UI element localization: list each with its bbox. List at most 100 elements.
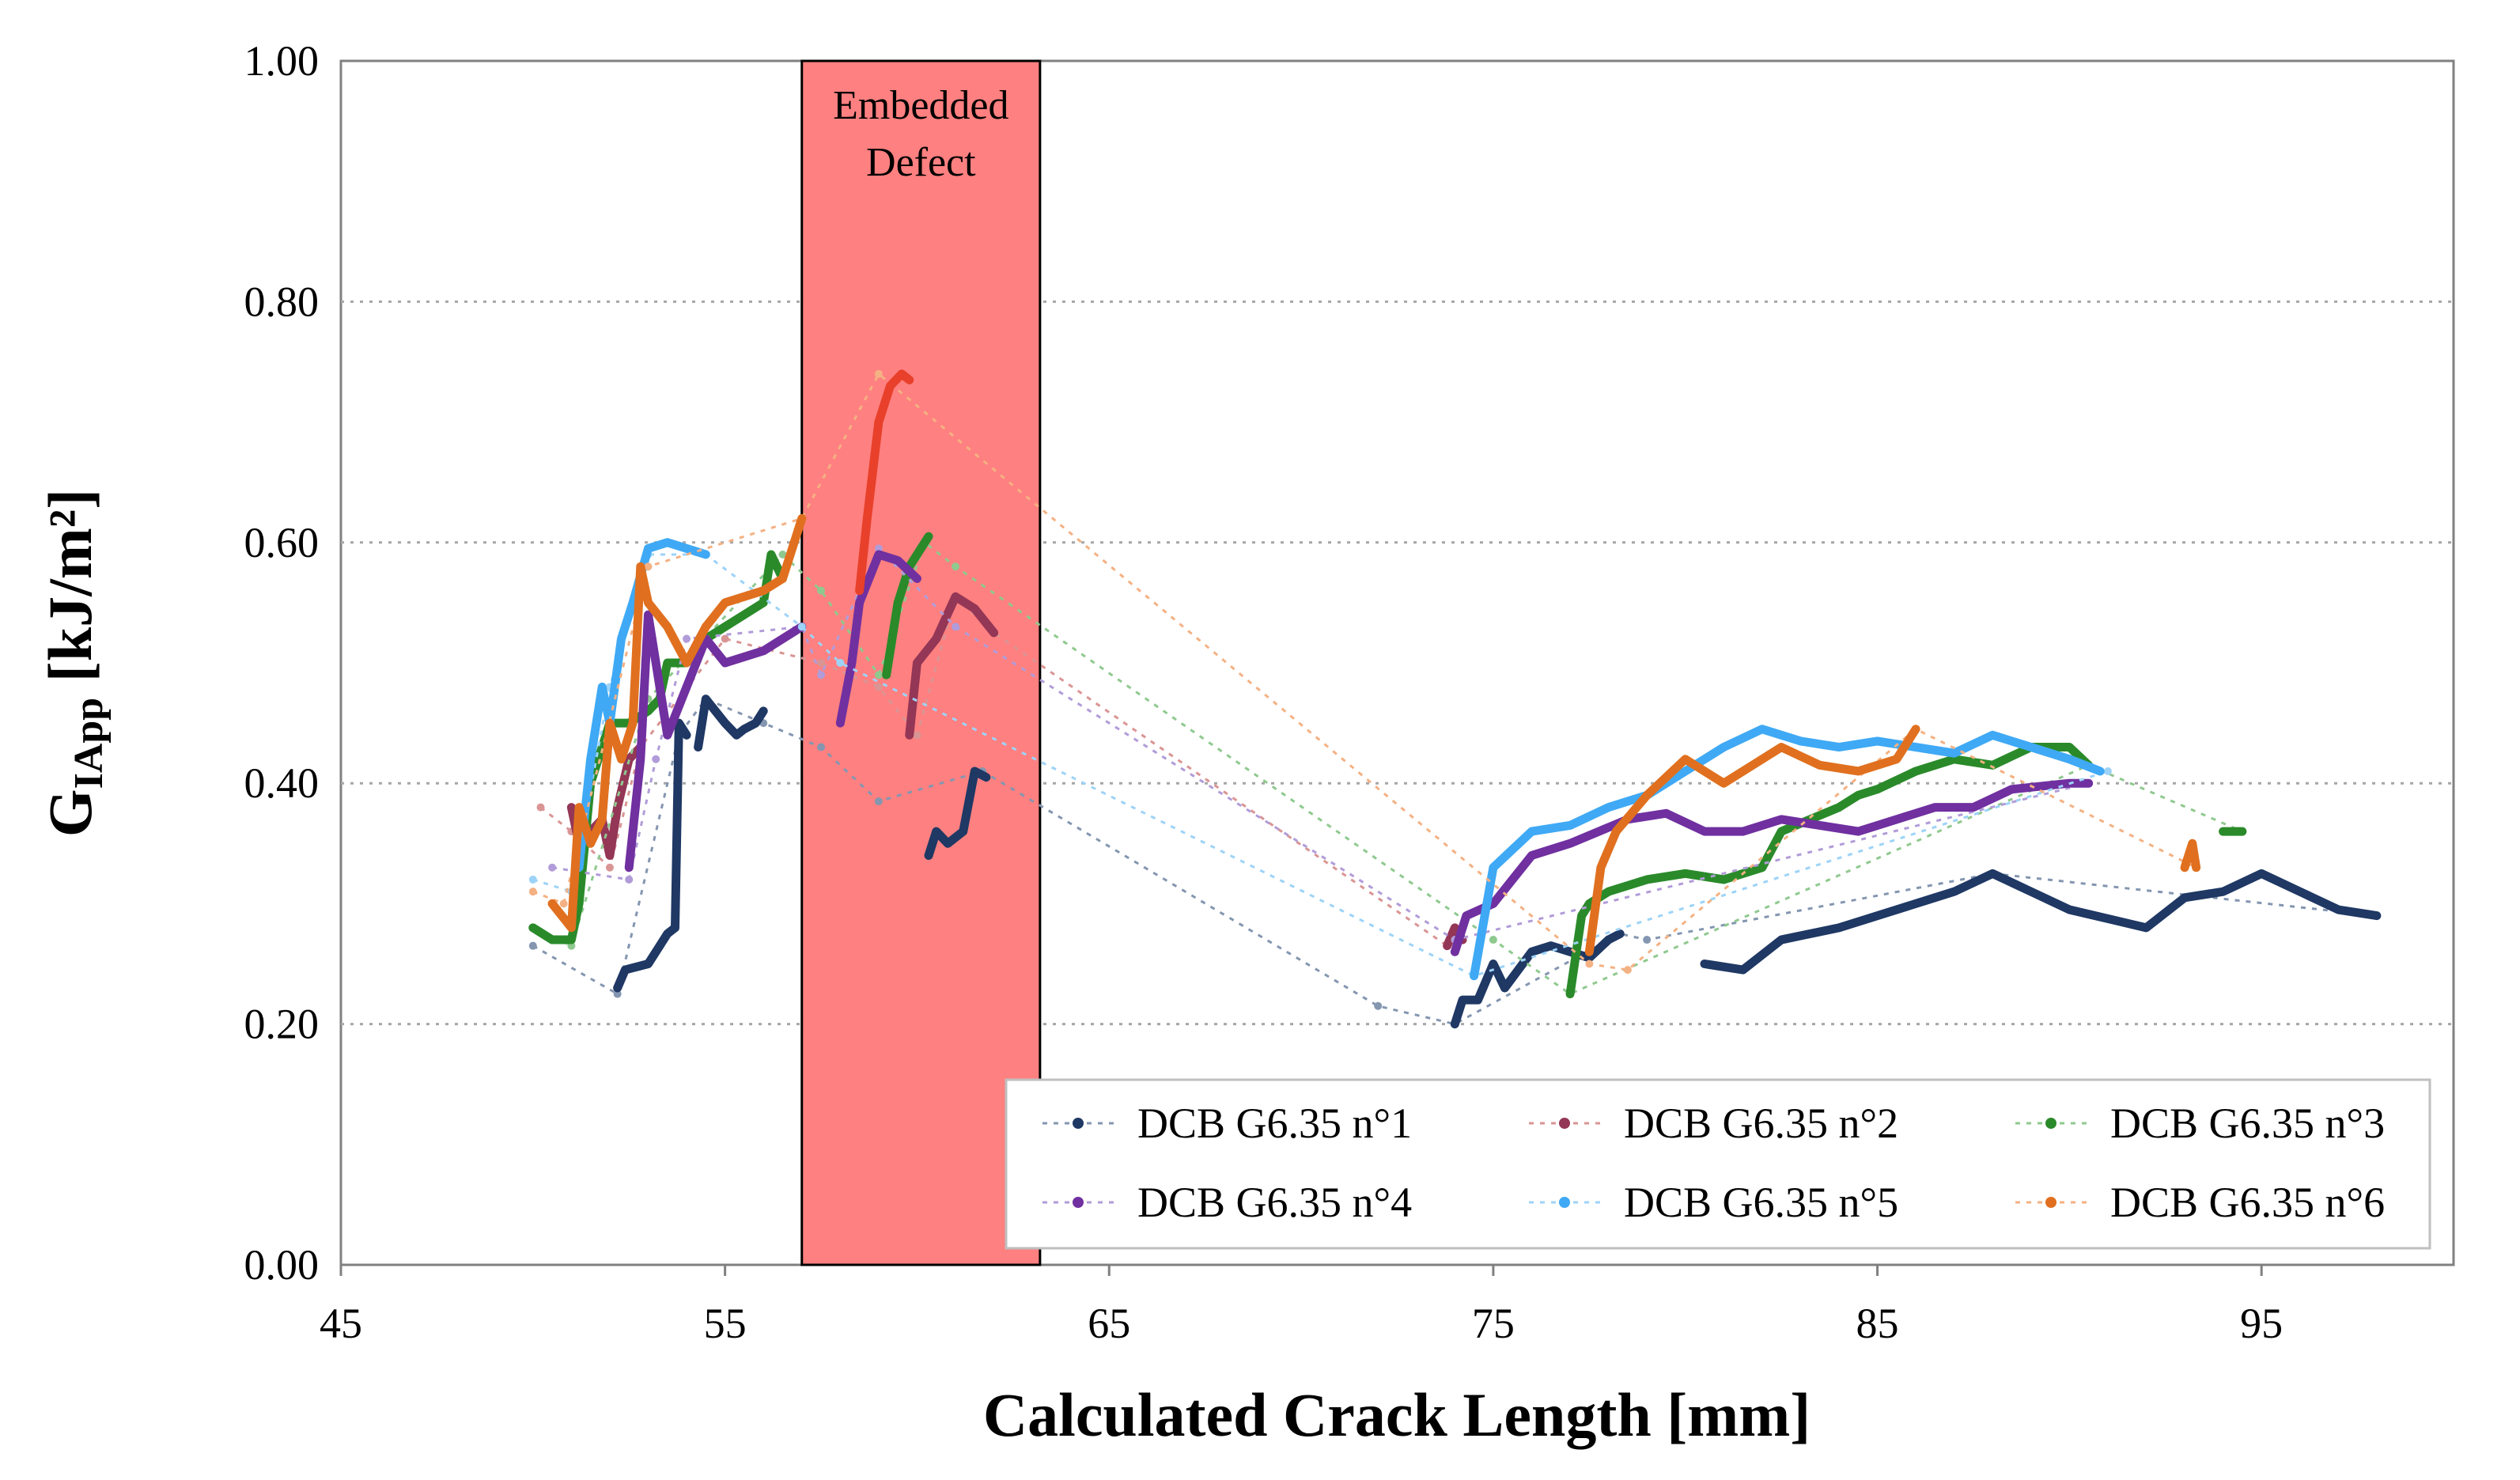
series-4-point-7 [874, 544, 883, 553]
series-1-segment-4 [1450, 929, 1625, 1029]
series-1 [528, 695, 2382, 1029]
legend-swatch-marker [2045, 1197, 2056, 1208]
axes: 0.00 0.20 0.40 0.60 0.80 1.00 45 55 65 75 85 95 [244, 37, 2284, 1347]
legend-label: DCB G6.35 n°1 [1137, 1100, 1412, 1147]
y-axis-title-sub: IApp [66, 698, 112, 789]
series-6-point-2 [559, 899, 568, 908]
series-1-point-1 [528, 941, 537, 950]
series-6-segment-2 [1584, 725, 1920, 956]
x-axis-title: Calculated Crack Length [mm] [983, 1380, 1811, 1449]
series-4-point-6 [817, 671, 826, 679]
series-4-point-2 [625, 875, 634, 884]
legend-box [1005, 1078, 2431, 1250]
series-1-point-12 [1643, 936, 1652, 944]
legend-label: DCB G6.35 n°3 [2110, 1100, 2385, 1147]
legend-swatch-marker [1559, 1197, 1570, 1208]
series-6 [528, 369, 2201, 975]
series-5-point-9 [2103, 766, 2112, 775]
y-tick-label-0.20: 0.20 [244, 1001, 320, 1048]
legend-item-6: DCB G6.35 n°6 [2015, 1179, 2385, 1226]
series-4-segment-3 [1450, 778, 2094, 956]
series-2-point-7 [874, 683, 883, 691]
legend-item-3: DCB G6.35 n°3 [2015, 1100, 2385, 1147]
series-2-point-3 [605, 863, 614, 872]
legend-item-1: DCB G6.35 n°1 [1042, 1100, 1412, 1147]
series-6-segment-3 [2180, 838, 2201, 872]
legend-swatch-marker [1073, 1118, 1084, 1129]
series-1-segment-5 [1700, 869, 2382, 975]
series-2-point-5 [721, 634, 729, 643]
series-4-segment-2 [835, 550, 921, 728]
series-3-segment-1 [528, 550, 787, 944]
series-4-trend-line [551, 546, 2090, 941]
series-6-point-7 [1623, 966, 1632, 975]
series-6-point-5 [874, 369, 883, 378]
series-5-point-7 [836, 659, 845, 667]
series-1-point-9 [1374, 1001, 1383, 1010]
y-tick-label-0.00: 0.00 [244, 1241, 320, 1289]
series-6-point-3 [644, 562, 653, 571]
series-layer [528, 369, 2382, 1029]
legend-item-4: DCB G6.35 n°4 [1042, 1179, 1412, 1226]
y-axis-title-main: G [36, 789, 104, 837]
grid-lines [341, 300, 2454, 1026]
series-1-segment-2 [694, 695, 768, 752]
y-tick-label-0.40: 0.40 [244, 759, 320, 807]
series-5-point-6 [797, 623, 806, 631]
legend-items: DCB G6.35 n°1 DCB G6.35 n°2 DCB G6.35 n°3 D… [1042, 1100, 2385, 1226]
series-3-point-6 [874, 671, 883, 679]
legend: DCB G6.35 n°1 DCB G6.35 n°2 DCB G6.35 n°3 D… [1005, 1078, 2431, 1250]
series-2-point-1 [536, 803, 545, 812]
series-5 [528, 538, 2112, 981]
legend-label: DCB G6.35 n°5 [1624, 1179, 1898, 1226]
series-1-point-7 [874, 797, 883, 806]
x-tick-label-55: 55 [704, 1300, 747, 1347]
series-5-segment-2 [1470, 725, 2105, 981]
series-1-segment-3 [924, 766, 991, 861]
series-4-segment-1 [624, 610, 807, 872]
series-1-point-6 [817, 743, 826, 751]
series-3-point-8 [952, 562, 960, 571]
series-7-segment-1 [855, 369, 914, 596]
y-axis-title-unit: [kJ/m²] [36, 489, 104, 698]
series-6-segment-1 [547, 513, 807, 933]
series-1-trend-line [532, 697, 2378, 1026]
series-2-segment-2 [905, 592, 999, 740]
series-2-point-8 [913, 731, 921, 740]
legend-label: DCB G6.35 n°2 [1624, 1100, 1898, 1147]
y-axis-title: GIApp [kJ/m²] [36, 489, 112, 837]
embedded-defect-label-line2: Defect [866, 140, 976, 185]
series-3-segment-3 [1565, 743, 2094, 999]
series-4-point-3 [652, 755, 660, 763]
series-5-segment-1 [574, 538, 710, 872]
legend-label: DCB G6.35 n°6 [2110, 1179, 2385, 1226]
series-1-segment-1 [613, 718, 691, 993]
series-6-trend-line [532, 372, 2197, 971]
x-tick-label-85: 85 [1856, 1300, 1899, 1347]
y-tick-label-0.80: 0.80 [244, 278, 320, 325]
x-tick-label-75: 75 [1472, 1300, 1515, 1347]
legend-item-2: DCB G6.35 n°2 [1529, 1100, 1898, 1147]
series-3-trend-line [532, 540, 2243, 996]
series-7 [855, 369, 914, 596]
legend-label: DCB G6.35 n°4 [1137, 1179, 1412, 1226]
legend-swatch-marker [1559, 1118, 1570, 1129]
series-3-point-5 [817, 586, 826, 595]
series-2-point-6 [817, 659, 826, 667]
x-tick-label-65: 65 [1088, 1300, 1130, 1347]
series-4 [548, 544, 2094, 956]
series-4-point-8 [952, 623, 960, 631]
x-tick-label-95: 95 [2240, 1300, 2283, 1347]
legend-swatch-marker [1073, 1197, 1084, 1208]
embedded-defect-label-line1: Embedded [833, 83, 1008, 128]
series-3-point-4 [778, 551, 787, 559]
series-6-point-1 [528, 888, 537, 896]
series-4-point-4 [683, 634, 691, 643]
x-tick-label-45: 45 [320, 1300, 362, 1347]
series-4-point-1 [548, 863, 557, 872]
series-5-point-1 [528, 875, 537, 884]
series-3-point-9 [1489, 936, 1497, 944]
series-1-point-2 [613, 990, 622, 998]
y-tick-label-1.00: 1.00 [244, 37, 320, 85]
